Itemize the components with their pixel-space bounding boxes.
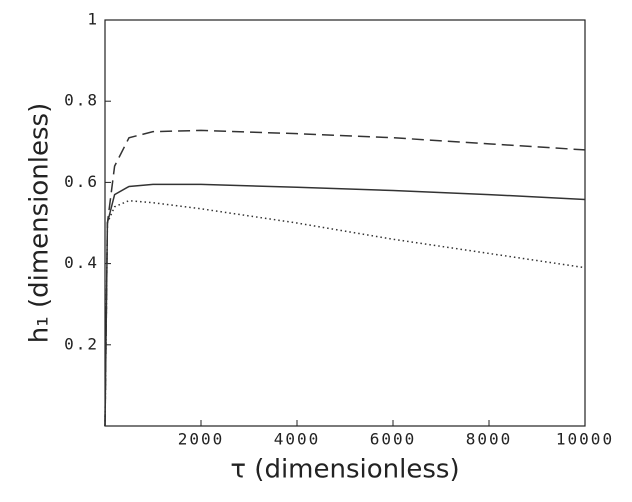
y-tick-label: 0.8 bbox=[64, 91, 99, 110]
x-tick-label: 8000 bbox=[466, 430, 513, 449]
y-tick-label: 0.4 bbox=[64, 253, 99, 272]
x-tick-label: 4000 bbox=[274, 430, 321, 449]
x-tick-label: 2000 bbox=[178, 430, 225, 449]
series-line bbox=[104, 199, 586, 427]
x-axis-label: τ (dimensionless) bbox=[230, 455, 459, 485]
y-tick-label: 1 bbox=[87, 10, 99, 29]
y-tick-label: 0.2 bbox=[64, 334, 99, 353]
y-axis-label: h₁ (dimensionless) bbox=[25, 103, 55, 343]
y-tick-label: 0.6 bbox=[64, 172, 99, 191]
series-line bbox=[104, 183, 586, 427]
series-line bbox=[104, 129, 586, 427]
x-tick-label: 6000 bbox=[370, 430, 417, 449]
plot-frame bbox=[104, 19, 586, 427]
x-tick-label: 10000 bbox=[556, 430, 614, 449]
